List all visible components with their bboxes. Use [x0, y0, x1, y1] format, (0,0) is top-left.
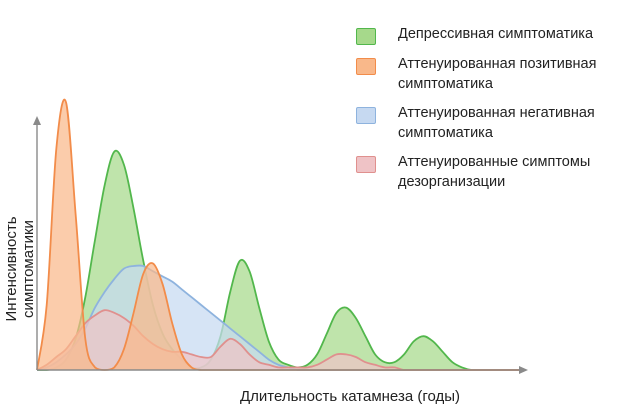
- legend-swatch-positive: [356, 58, 376, 75]
- legend-item-negative: Аттенуированная негативная симптоматика: [356, 103, 622, 143]
- x-axis-label: Длительность катамнеза (годы): [240, 388, 461, 405]
- legend-item-disorganization: Аттенуированные симптомы дезорганизации: [356, 152, 622, 192]
- y-axis-arrow: [33, 116, 41, 125]
- legend-swatch-disorganization: [356, 156, 376, 173]
- legend-swatch-negative: [356, 107, 376, 124]
- line-depressive: [36, 149, 520, 371]
- legend-label-disorganization: Аттенуированные симптомы дезорганизации: [398, 154, 591, 190]
- area-positive: [37, 99, 520, 370]
- legend: Депрессивная симптоматика Аттенуированна…: [356, 24, 622, 201]
- y-axis-label: Интенсивность симптоматики: [3, 216, 37, 322]
- x-axis-arrow: [519, 366, 528, 374]
- chart-axes: [33, 116, 528, 374]
- legend-item-depressive: Депрессивная симптоматика: [356, 24, 622, 45]
- legend-label-depressive: Депрессивная симптоматика: [398, 26, 594, 42]
- legend-item-positive: Аттенуированная позитивная симптоматика: [356, 54, 622, 94]
- legend-label-negative: Аттенуированная негативная симптоматика: [398, 105, 595, 141]
- legend-label-positive: Аттенуированная позитивная симптоматика: [398, 56, 597, 92]
- legend-swatch-depressive: [356, 28, 376, 45]
